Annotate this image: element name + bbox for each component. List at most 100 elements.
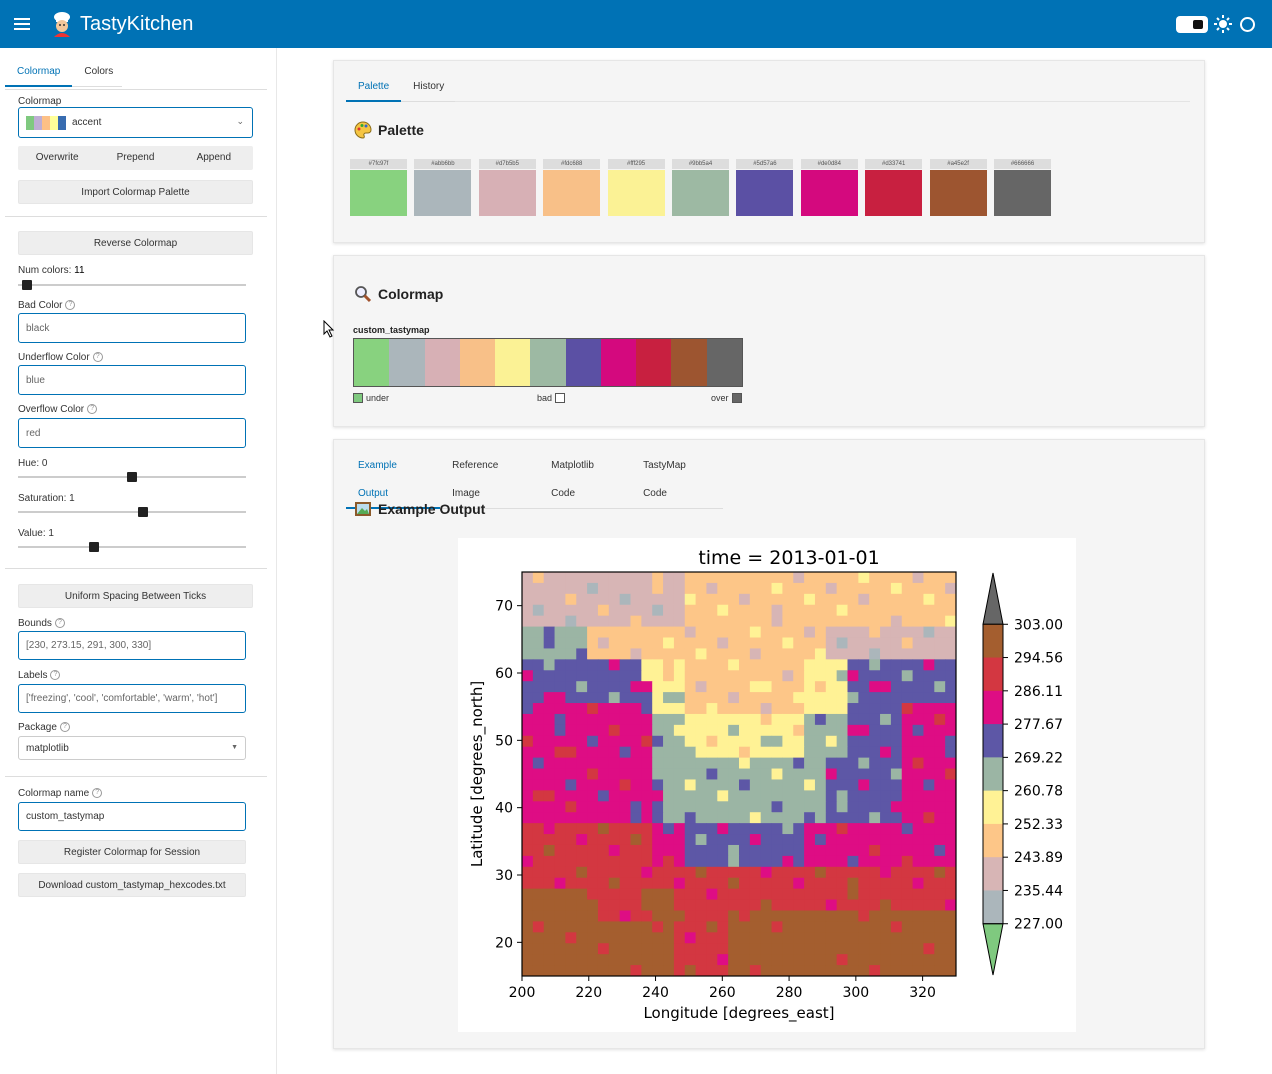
color-swatch[interactable]: #de0d84	[800, 159, 858, 216]
heatmap-cell	[869, 648, 881, 660]
tab-colormap[interactable]: Colormap	[5, 58, 73, 87]
heatmap-cell	[739, 790, 751, 802]
overflow-color-input[interactable]: red	[18, 418, 246, 448]
heatmap-cell	[684, 572, 697, 584]
color-swatch[interactable]: #a45e2f	[929, 159, 987, 216]
heatmap-cell	[814, 604, 827, 617]
heatmap-cell	[901, 834, 914, 846]
heatmap-cell	[793, 790, 805, 802]
heatmap-cell	[739, 932, 751, 944]
tab-palette[interactable]: Palette	[346, 73, 402, 102]
heatmap-cell	[760, 790, 773, 802]
color-swatch[interactable]: #d33741	[865, 159, 923, 216]
tab-example-output[interactable]: Example Output	[346, 452, 441, 509]
tab-history[interactable]: History	[413, 81, 445, 92]
slider-thumb[interactable]	[89, 542, 99, 552]
heatmap-cell	[869, 823, 881, 835]
help-icon[interactable]: ?	[87, 404, 98, 415]
help-icon[interactable]: ?	[54, 618, 65, 629]
colormap-select[interactable]: accent ⌄	[18, 107, 253, 138]
heatmap-cell	[673, 713, 686, 726]
tab-colors[interactable]: Colors	[84, 66, 114, 77]
colormap-segment	[636, 339, 672, 386]
heatmap-cell	[522, 888, 534, 901]
color-swatch[interactable]: #9bb5a4	[672, 159, 729, 216]
heatmap-cell	[728, 681, 740, 693]
heatmap-cell	[532, 648, 545, 660]
color-swatch[interactable]: #abb6bb	[414, 159, 472, 216]
download-hexcodes-button[interactable]: Download custom_tastymap_hexcodes.txt	[18, 873, 246, 897]
heatmap-cell	[934, 812, 946, 824]
sun-icon[interactable]	[1213, 14, 1233, 34]
tab-tastymap-code[interactable]: TastyMap Code	[643, 460, 686, 499]
heatmap-cell	[836, 593, 848, 606]
value-slider[interactable]	[18, 542, 246, 552]
reverse-colormap-button[interactable]: Reverse Colormap	[18, 231, 253, 255]
heatmap-cell	[532, 899, 545, 911]
heatmap-cell	[673, 823, 686, 835]
heatmap-cell	[912, 844, 924, 857]
labels-input[interactable]: ['freezing', 'cool', 'comfortable', 'war…	[18, 684, 246, 713]
heatmap-cell	[706, 572, 718, 584]
tab-matplotlib-code[interactable]: Matplotlib Code	[551, 460, 594, 499]
overwrite-button[interactable]: Overwrite	[35, 152, 79, 163]
slider-thumb[interactable]	[22, 280, 32, 290]
underflow-color-input[interactable]: blue	[18, 365, 246, 395]
prepend-button[interactable]: Prepend	[116, 152, 155, 163]
heatmap-cell	[847, 943, 859, 955]
color-swatch[interactable]: #fff295	[607, 159, 665, 216]
theme-toggle[interactable]	[1176, 16, 1208, 33]
heatmap-cell	[836, 779, 848, 791]
heatmap-cell	[934, 779, 946, 791]
heatmap-cell	[652, 746, 664, 759]
colormap-name-input[interactable]: custom_tastymap	[18, 802, 246, 831]
heatmap-cell	[532, 834, 545, 846]
num-colors-slider[interactable]	[18, 280, 246, 290]
append-button[interactable]: Append	[196, 152, 232, 163]
help-icon[interactable]: ?	[65, 300, 76, 311]
heatmap-cell	[749, 692, 762, 704]
heatmap-cell	[869, 626, 881, 639]
heatmap-cell	[869, 746, 881, 759]
heatmap-cell	[847, 855, 859, 868]
help-icon[interactable]: ?	[59, 722, 70, 733]
heatmap-cell	[749, 659, 762, 671]
colorbar-under-triangle	[982, 923, 1004, 976]
help-icon[interactable]: ?	[92, 788, 103, 799]
heatmap-cell	[663, 713, 675, 726]
package-select[interactable]: matplotlib ▼	[18, 736, 246, 760]
heatmap-cell	[782, 790, 794, 802]
bounds-input[interactable]: [230, 273.15, 291, 300, 330]	[18, 631, 246, 660]
heatmap-cell	[901, 844, 914, 857]
colormap-segment	[565, 339, 601, 386]
import-palette-button[interactable]: Import Colormap Palette	[18, 180, 253, 204]
help-icon[interactable]: ?	[50, 670, 61, 681]
heatmap-cell	[793, 954, 805, 966]
slider-thumb[interactable]	[138, 507, 148, 517]
heatmap-cell	[608, 779, 621, 791]
help-icon[interactable]: ?	[92, 352, 103, 363]
heatmap-cell	[749, 954, 762, 966]
heatmap-cell	[663, 910, 675, 922]
heatmap-cell	[728, 866, 740, 879]
github-icon[interactable]	[1240, 17, 1255, 32]
heatmap-cell	[847, 681, 859, 693]
hamburger-menu-icon[interactable]	[12, 14, 32, 34]
tab-reference-image[interactable]: Reference Image	[452, 460, 499, 499]
color-swatch[interactable]: #666666	[994, 159, 1051, 216]
heatmap-cell	[793, 757, 805, 770]
saturation-slider[interactable]	[18, 507, 246, 517]
hue-slider[interactable]	[18, 472, 246, 482]
bad-color-input[interactable]: black	[18, 313, 246, 343]
color-swatch[interactable]: #fdc688	[543, 159, 601, 216]
heatmap-cell	[782, 910, 794, 922]
slider-thumb[interactable]	[127, 472, 137, 482]
heatmap-cell	[717, 593, 729, 606]
heatmap-cell	[901, 779, 914, 791]
color-swatch[interactable]: #5d57a6	[736, 159, 794, 216]
color-swatch[interactable]: #d7b5b5	[478, 159, 536, 216]
register-colormap-button[interactable]: Register Colormap for Session	[18, 840, 246, 864]
heatmap-cell	[869, 790, 881, 802]
color-swatch[interactable]: #7fc97f	[350, 159, 407, 216]
uniform-spacing-button[interactable]: Uniform Spacing Between Ticks	[18, 584, 253, 608]
